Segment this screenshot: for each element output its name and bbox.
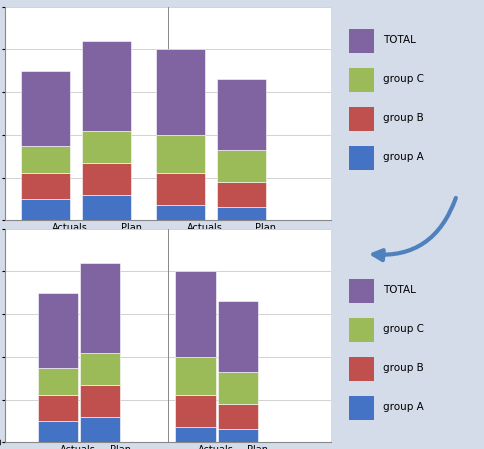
FancyBboxPatch shape xyxy=(348,68,374,92)
Bar xyxy=(80,385,120,417)
Bar xyxy=(82,194,131,220)
Text: January: January xyxy=(79,259,121,269)
Bar xyxy=(80,417,120,442)
Bar xyxy=(155,205,204,220)
Bar xyxy=(216,150,265,182)
Bar xyxy=(217,301,257,372)
FancyBboxPatch shape xyxy=(348,29,374,53)
Bar xyxy=(217,372,257,404)
FancyBboxPatch shape xyxy=(348,357,374,381)
Text: group A: group A xyxy=(382,152,423,162)
Bar xyxy=(21,199,70,220)
Bar xyxy=(217,429,257,442)
Bar xyxy=(38,421,78,442)
Text: group B: group B xyxy=(382,363,423,373)
Text: TOTAL: TOTAL xyxy=(382,35,415,45)
Bar xyxy=(216,207,265,220)
Text: group B: group B xyxy=(382,113,423,123)
FancyBboxPatch shape xyxy=(348,396,374,420)
Bar xyxy=(21,173,70,199)
Bar xyxy=(82,131,131,163)
Bar xyxy=(175,395,215,427)
FancyBboxPatch shape xyxy=(348,146,374,170)
Text: group C: group C xyxy=(382,74,423,84)
Bar xyxy=(80,352,120,385)
FancyBboxPatch shape xyxy=(348,279,374,303)
Text: group A: group A xyxy=(382,402,423,412)
Bar xyxy=(38,368,78,395)
Bar xyxy=(155,49,204,135)
Bar xyxy=(216,182,265,207)
FancyBboxPatch shape xyxy=(348,107,374,131)
Bar xyxy=(38,395,78,421)
Bar xyxy=(82,163,131,194)
FancyBboxPatch shape xyxy=(348,318,374,342)
Bar xyxy=(82,41,131,131)
Bar xyxy=(155,173,204,205)
Text: February: February xyxy=(210,259,259,269)
Bar xyxy=(21,145,70,173)
Text: group C: group C xyxy=(382,324,423,334)
Bar xyxy=(175,357,215,395)
FancyArrowPatch shape xyxy=(373,198,455,260)
Bar xyxy=(217,404,257,429)
Bar xyxy=(175,427,215,442)
Bar xyxy=(38,293,78,368)
Bar xyxy=(21,71,70,145)
Bar xyxy=(155,135,204,173)
Text: TOTAL: TOTAL xyxy=(382,285,415,295)
Bar xyxy=(80,263,120,352)
Bar xyxy=(216,79,265,150)
Bar xyxy=(175,272,215,357)
